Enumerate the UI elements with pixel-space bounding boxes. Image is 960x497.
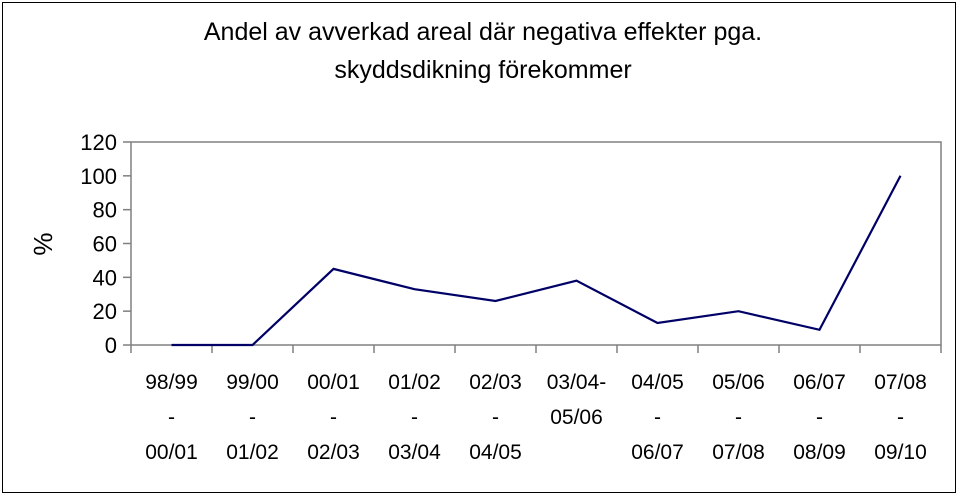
chart-title-line-2: skyddsdikning förekommer — [334, 56, 631, 84]
y-axis: 0 20 40 60 80 100 120 — [80, 130, 131, 358]
x-tick-label: 06/07 -08/09 — [793, 371, 846, 464]
y-tick-label: 80 — [93, 198, 117, 223]
y-tick-label: 120 — [80, 130, 117, 155]
y-tick-label: 0 — [105, 333, 117, 358]
x-axis: 98/99 -00/01 99/00 -01/02 00/01 -02/03 01/02 -0… — [130, 345, 942, 464]
x-tick-label: 05/06 -07/08 — [712, 371, 765, 464]
series-line — [171, 175, 902, 347]
plot-area — [130, 141, 942, 346]
y-tick-label: 20 — [93, 299, 117, 324]
x-tick-label: 07/08 -09/10 — [874, 371, 927, 464]
x-tick-label: 00/01 -02/03 — [307, 371, 360, 464]
x-tick-label: 99/00 -01/02 — [226, 371, 279, 464]
series-group — [171, 175, 902, 347]
x-tick-label: 03/04-05/06 — [547, 371, 607, 429]
x-tick-label: 04/05 -06/07 — [631, 371, 684, 464]
y-tick-label: 40 — [93, 265, 117, 290]
y-tick-label: 60 — [93, 232, 117, 257]
chart-title-line-1: Andel av avverkad areal där negativa eff… — [204, 18, 762, 46]
x-tick-label: 98/99 -00/01 — [145, 371, 198, 464]
x-tick-label: 02/03 -04/05 — [469, 371, 522, 464]
y-tick-label: 100 — [80, 164, 117, 189]
x-tick-label: 01/02 -03/04 — [388, 371, 441, 464]
y-axis-label: % — [28, 232, 58, 255]
